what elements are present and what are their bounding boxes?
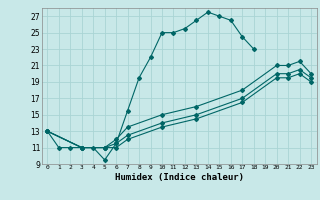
- X-axis label: Humidex (Indice chaleur): Humidex (Indice chaleur): [115, 173, 244, 182]
